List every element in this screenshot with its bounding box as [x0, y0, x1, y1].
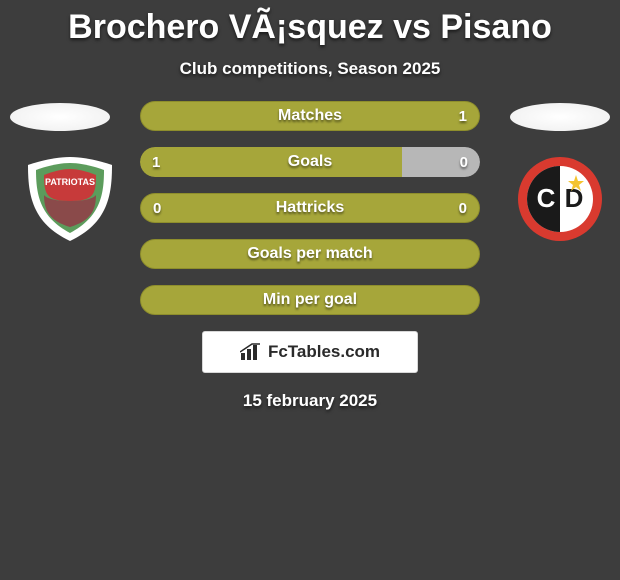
stat-label: Hattricks: [141, 194, 479, 222]
match-date: 15 february 2025: [0, 391, 620, 411]
brand-text: FcTables.com: [268, 342, 380, 362]
stat-value-left: 1: [152, 147, 160, 177]
brand-card[interactable]: FcTables.com: [202, 331, 418, 373]
stat-value-right: 1: [459, 102, 467, 130]
player-left-placeholder: [10, 103, 110, 131]
shield-icon: PATRIOTAS: [20, 155, 120, 243]
team-left-name: PATRIOTAS: [45, 177, 95, 187]
stat-bar: Goals1 0: [140, 147, 480, 177]
stat-label: Goals: [140, 147, 480, 177]
stat-bar: Goals per match: [140, 239, 480, 269]
stat-bar: Hattricks0 0: [140, 193, 480, 223]
page-subtitle: Club competitions, Season 2025: [0, 59, 620, 79]
player-right-placeholder: [510, 103, 610, 131]
team-right-badge: C D: [510, 155, 610, 243]
page-title: Brochero VÃ¡squez vs Pisano: [0, 0, 620, 47]
stat-bar-list: Matches1Goals10Hattricks00Goals per matc…: [140, 101, 480, 315]
stat-value-right: 0: [459, 194, 467, 222]
stat-value-left: 0: [153, 194, 161, 222]
stat-bar: Matches1: [140, 101, 480, 131]
stat-label: Min per goal: [141, 286, 479, 314]
stat-label: Goals per match: [141, 240, 479, 268]
stat-label: Matches: [141, 102, 479, 130]
stat-bar: Min per goal: [140, 285, 480, 315]
comparison-stage: PATRIOTAS C D Matches1Goals10Hattricks00…: [0, 101, 620, 411]
round-crest-icon: C D: [510, 155, 610, 243]
stat-value-right: 0: [460, 147, 468, 177]
bar-chart-icon: [240, 343, 262, 361]
team-left-badge: PATRIOTAS: [20, 155, 120, 243]
svg-text:C: C: [537, 183, 556, 213]
